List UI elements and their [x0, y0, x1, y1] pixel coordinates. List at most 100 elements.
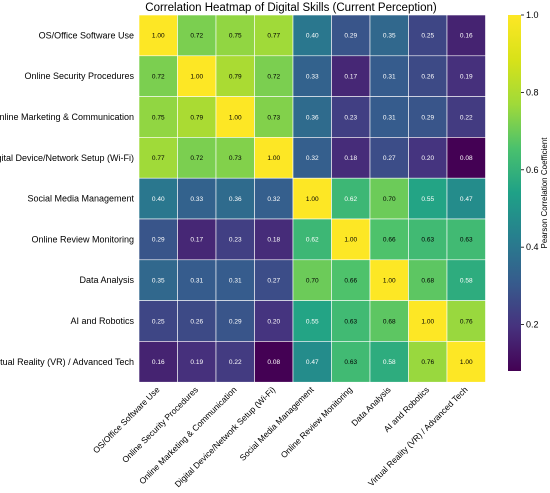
heatmap-cell: [331, 14, 371, 57]
cell-value-label: 1.00: [421, 318, 434, 325]
row-tick-label: Data Analysis: [79, 275, 134, 285]
cell-value-label: 0.25: [421, 33, 434, 40]
heatmap-cell: [369, 96, 409, 138]
cell-value-label: 0.35: [152, 278, 165, 285]
column-tick-label: Social Media Management: [237, 384, 316, 463]
cell-value-label: 0.32: [267, 196, 280, 203]
cell-value-label: 0.72: [267, 74, 280, 81]
heatmap-cell: [292, 218, 332, 261]
heatmap-cell: [292, 259, 332, 301]
cell-value-label: 0.19: [190, 359, 203, 366]
cell-value-label: 0.29: [229, 318, 242, 325]
cell-value-label: 0.63: [460, 237, 473, 244]
cell-value-label: 0.33: [190, 196, 203, 203]
heatmap-cell: [138, 300, 178, 342]
cell-value-label: 0.79: [190, 114, 203, 121]
cell-value-label: 0.75: [152, 114, 165, 121]
cell-value-label: 0.47: [306, 359, 319, 366]
heatmap-cell: [408, 14, 448, 57]
cell-value-label: 0.70: [383, 196, 396, 203]
cell-value-label: 0.36: [229, 196, 242, 203]
cell-value-label: 0.63: [421, 237, 434, 244]
heatmap-cell: [254, 137, 294, 179]
heatmap-cell: [369, 55, 409, 97]
heatmap-cell: [408, 55, 448, 97]
cell-value-label: 0.19: [460, 74, 473, 81]
cell-value-label: 0.22: [460, 114, 473, 121]
cell-value-label: 0.58: [460, 278, 473, 285]
cell-value-label: 0.63: [344, 318, 357, 325]
heatmap-cell: [177, 14, 217, 57]
heatmap-cell: [138, 341, 178, 383]
cell-value-label: 0.23: [344, 114, 357, 121]
cell-value-label: 0.72: [152, 74, 165, 81]
cell-value-label: 0.31: [383, 114, 396, 121]
heatmap-cell: [215, 177, 255, 220]
cell-value-label: 0.63: [344, 359, 357, 366]
cell-value-label: 0.66: [344, 278, 357, 285]
heatmap-cell: [177, 137, 217, 179]
cell-value-label: 0.31: [190, 278, 203, 285]
cell-value-label: 0.70: [306, 278, 319, 285]
cell-value-label: 0.40: [306, 33, 319, 40]
heatmap-cell: [254, 96, 294, 138]
cell-value-label: 0.27: [383, 155, 396, 162]
cell-value-label: 0.33: [306, 74, 319, 81]
heatmap-cell: [177, 177, 217, 220]
row-tick-label: Online Review Monitoring: [31, 234, 134, 244]
cell-value-label: 0.16: [460, 33, 473, 40]
heatmap-cell: [446, 218, 486, 261]
heatmap-cell: [254, 300, 294, 342]
cell-value-label: 0.29: [344, 33, 357, 40]
heatmap-cell: [446, 55, 486, 97]
colorbar-tick-label: 0.4: [526, 242, 539, 252]
cell-value-label: 0.73: [229, 155, 242, 162]
heatmap-cell: [331, 341, 371, 383]
cell-value-label: 0.26: [421, 74, 434, 81]
heatmap-cell: [292, 55, 332, 97]
cell-value-label: 0.17: [344, 74, 357, 81]
cell-value-label: 0.23: [229, 237, 242, 244]
heatmap-cell: [215, 14, 255, 57]
heatmap-cell: [369, 300, 409, 342]
cell-value-label: 0.22: [229, 359, 242, 366]
heatmap-cell: [138, 259, 178, 301]
heatmap-cell: [369, 177, 409, 220]
heatmap-cell: [331, 177, 371, 220]
colorbar-tick-label: 1.0: [526, 10, 539, 20]
row-labels: OS/Office Software Use Online Security Pr…: [0, 30, 134, 366]
heatmap-cell: [215, 218, 255, 261]
cell-value-label: 0.18: [267, 237, 280, 244]
heatmap-cell: [138, 96, 178, 138]
heatmap-cell: [446, 300, 486, 342]
heatmap-cell: [408, 218, 448, 261]
cell-value-label: 0.77: [267, 33, 280, 40]
colorbar-tick-label: 0.6: [526, 165, 539, 175]
cell-value-label: 0.40: [152, 196, 165, 203]
heatmap-cell: [369, 341, 409, 383]
row-tick-label: Online Marketing & Communication: [0, 112, 134, 122]
cell-value-label: 0.36: [306, 114, 319, 121]
cell-value-label: 0.26: [190, 318, 203, 325]
heatmap-cell: [215, 96, 255, 138]
heatmap-cell: [177, 341, 217, 383]
cell-value-label: 1.00: [190, 74, 203, 81]
column-tick-label: Online Review Monitoring: [279, 384, 355, 460]
heatmap-cell: [254, 14, 294, 57]
cell-value-label: 0.55: [421, 196, 434, 203]
heatmap-cell: [254, 218, 294, 261]
heatmap-cell: [138, 177, 178, 220]
cell-value-label: 0.58: [383, 359, 396, 366]
heatmap-cell: [215, 55, 255, 97]
cell-value-label: 1.00: [383, 278, 396, 285]
row-tick-label: Online Security Procedures: [24, 71, 134, 81]
cell-value-label: 0.72: [190, 33, 203, 40]
cell-value-label: 1.00: [229, 114, 242, 121]
cell-value-label: 0.76: [460, 318, 473, 325]
heatmap-cell: [254, 177, 294, 220]
heatmap-cell: [292, 300, 332, 342]
heatmap-cell: [215, 300, 255, 342]
cell-value-label: 0.31: [383, 74, 396, 81]
